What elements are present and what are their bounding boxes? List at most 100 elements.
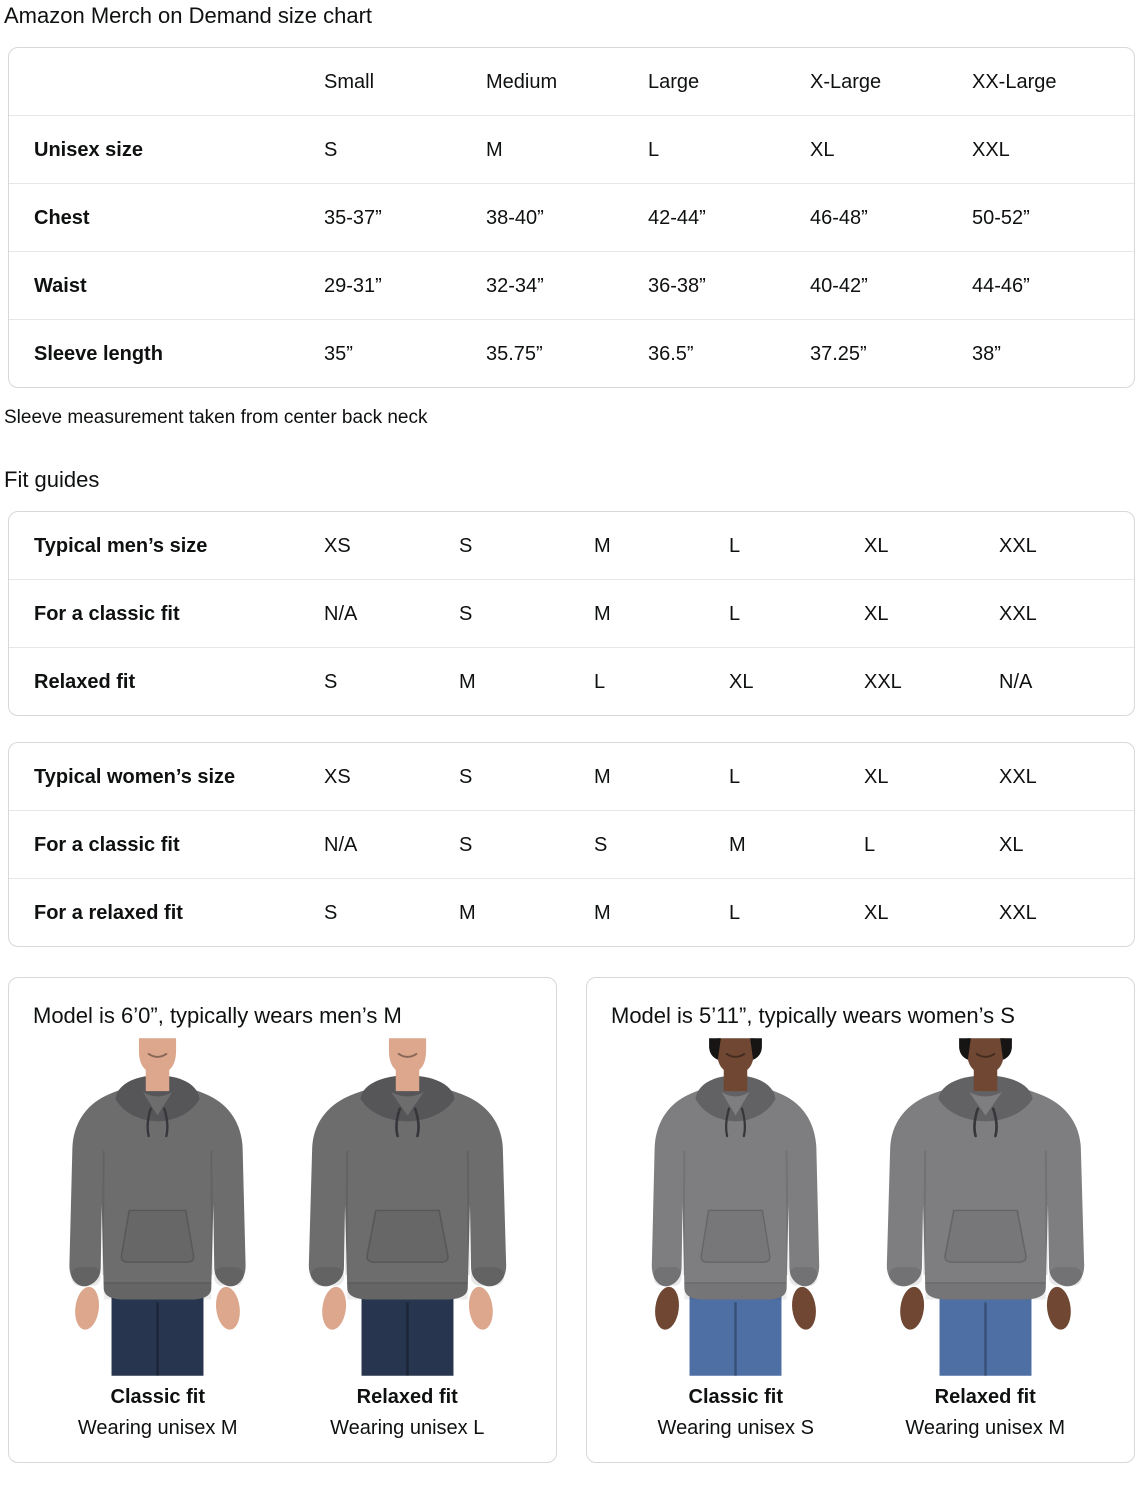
cell: 38-40” (486, 206, 544, 229)
cell: 35” (324, 342, 353, 365)
cell: 37.25” (810, 342, 867, 365)
row-label: Unisex size (34, 138, 143, 161)
cell: 29-31” (324, 274, 382, 297)
fit-type-label: Relaxed fit (934, 1386, 1036, 1408)
cell: XL (999, 833, 1024, 856)
fit-type-label: Classic fit (688, 1386, 783, 1408)
cell: S (459, 602, 473, 625)
woman-in-hoodie-graphic (652, 1038, 820, 1376)
fit-type-label: Relaxed fit (356, 1386, 458, 1408)
table-row-sleeve-length: Sleeve length 35” 35.75” 36.5” 37.25” 38… (9, 319, 1134, 387)
table-row-unisex-size: Unisex size S M L XL XXL (9, 115, 1134, 183)
cell: L (729, 602, 741, 625)
row-label: Chest (34, 206, 90, 229)
wearing-size-label: Wearing unisex M (77, 1417, 238, 1439)
cell: 44-46” (972, 274, 1030, 297)
hoodie-graphic (652, 1075, 820, 1300)
row-label: For a classic fit (34, 602, 180, 625)
model-figures: Classic fit Wearing unisex S (611, 1038, 1110, 1440)
woman-in-hoodie-graphic (886, 1038, 1084, 1376)
cell: XXL (999, 765, 1037, 788)
cell: XL (864, 534, 889, 557)
head-graphic (958, 1038, 1012, 1092)
cell: 36.5” (648, 342, 694, 365)
cell: XS (324, 765, 351, 788)
jeans-graphic (689, 1290, 782, 1376)
column-header-small: Small (324, 70, 375, 93)
cell: 32-34” (486, 274, 544, 297)
row-label: For a relaxed fit (34, 901, 183, 924)
hoodie-graphic (69, 1075, 246, 1300)
cell: XL (729, 670, 754, 693)
cell: N/A (324, 602, 358, 625)
model-photo-women-classic: Classic fit Wearing unisex S (611, 1038, 861, 1440)
cell: S (324, 901, 338, 924)
hand-graphics (899, 1286, 1071, 1330)
cell: 36-38” (648, 274, 706, 297)
man-in-hoodie-graphic (308, 1038, 506, 1376)
row-label: Relaxed fit (34, 670, 136, 693)
wearing-size-label: Wearing unisex S (657, 1417, 814, 1439)
womens-fit-table: Typical women’s size XS S M L XL XXL For… (8, 742, 1135, 947)
row-label: Typical women’s size (34, 765, 236, 788)
cell: L (729, 765, 741, 788)
cell: 50-52” (972, 206, 1030, 229)
cell: L (594, 670, 606, 693)
cell: S (459, 833, 473, 856)
row-label: For a classic fit (34, 833, 180, 856)
cell: L (864, 833, 876, 856)
cell: M (594, 534, 611, 557)
row-label: Sleeve length (34, 342, 163, 365)
hand-graphics (321, 1286, 493, 1330)
cell: XXL (999, 901, 1037, 924)
womens-model-card: Model is 5’11”, typically wears women’s … (586, 977, 1135, 1463)
cell: XXL (972, 138, 1010, 161)
model-photo-women-relaxed: Relaxed fit Wearing unisex M (861, 1038, 1111, 1440)
hoodie-graphic (886, 1075, 1084, 1300)
cell: XXL (999, 534, 1037, 557)
table-row-typical-mens-size: Typical men’s size XS S M L XL XXL (9, 512, 1134, 579)
jeans-graphic (361, 1290, 454, 1376)
size-table-header-row: Small Medium Large X-Large XX-Large (9, 48, 1134, 115)
head-graphic (139, 1038, 177, 1092)
cell: 42-44” (648, 206, 706, 229)
cell: S (324, 138, 338, 161)
head-graphic (709, 1038, 763, 1092)
cell: N/A (999, 670, 1033, 693)
fit-guides-heading: Fit guides (4, 467, 100, 492)
head-graphic (388, 1038, 426, 1092)
cell: M (486, 138, 503, 161)
cell: XL (810, 138, 835, 161)
model-photo-men-classic: Classic fit Wearing unisex M (33, 1038, 283, 1440)
cell: XL (864, 901, 889, 924)
cell: M (594, 602, 611, 625)
table-row-womens-relaxed-fit: For a relaxed fit S M M L XL XXL (9, 878, 1134, 946)
model-card-title: Model is 6’0”, typically wears men’s M (33, 1003, 402, 1028)
hand-graphics (75, 1286, 241, 1330)
mens-fit-table: Typical men’s size XS S M L XL XXL For a… (8, 511, 1135, 716)
cell: 35.75” (486, 342, 543, 365)
cell: XL (864, 602, 889, 625)
row-label: Typical men’s size (34, 534, 208, 557)
cell: 38” (972, 342, 1001, 365)
column-header-large: Large (648, 70, 700, 93)
model-card-title: Model is 5’11”, typically wears women’s … (611, 1003, 1015, 1028)
model-cards: Model is 6’0”, typically wears men’s M (8, 977, 1135, 1463)
figure-caption: Relaxed fit Wearing unisex M (861, 1386, 1111, 1440)
cell: S (459, 765, 473, 788)
jeans-graphic (939, 1290, 1032, 1376)
cell: 40-42” (810, 274, 868, 297)
cell: M (594, 765, 611, 788)
table-row-typical-womens-size: Typical women’s size XS S M L XL XXL (9, 743, 1134, 810)
cell: L (729, 901, 741, 924)
cell: M (459, 901, 476, 924)
cell: XS (324, 534, 351, 557)
table-row-womens-classic-fit: For a classic fit N/A S S M L XL (9, 810, 1134, 878)
cell: M (594, 901, 611, 924)
cell: 35-37” (324, 206, 382, 229)
model-photo-men-relaxed: Relaxed fit Wearing unisex L (283, 1038, 533, 1440)
figure-caption: Relaxed fit Wearing unisex L (283, 1386, 533, 1440)
cell: M (459, 670, 476, 693)
sleeve-measurement-note: Sleeve measurement taken from center bac… (4, 407, 428, 428)
hoodie-graphic (308, 1075, 506, 1300)
